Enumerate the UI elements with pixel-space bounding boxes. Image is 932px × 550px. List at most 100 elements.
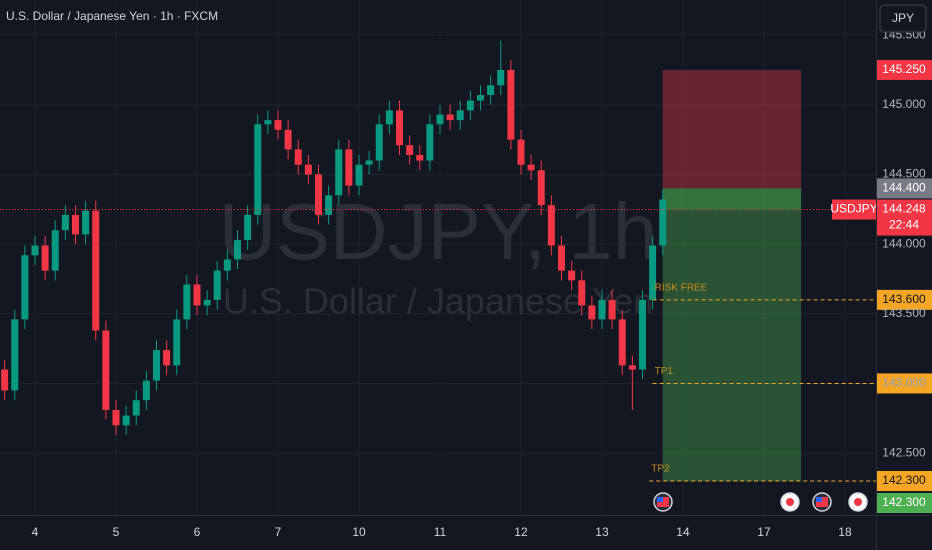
candle-body: [244, 214, 252, 240]
candle-body: [618, 319, 626, 366]
flag: [786, 498, 794, 506]
candle-body: [193, 284, 201, 306]
candle-body: [223, 259, 231, 271]
x-tick-label: 7: [275, 525, 282, 539]
candle-body: [183, 284, 191, 320]
candle-body: [659, 199, 667, 246]
candle-body: [557, 245, 565, 271]
candle-body: [142, 380, 150, 401]
candle-body: [233, 239, 241, 260]
entry-band: [662, 188, 802, 210]
flag: [854, 498, 862, 506]
candle-body: [527, 164, 535, 171]
price-badge-label: 145.250: [882, 62, 926, 76]
level-badge: [877, 471, 932, 492]
candle-body: [497, 69, 505, 86]
y-tick-label: 144.000: [882, 236, 926, 250]
candle-body: [598, 299, 606, 320]
candle-body: [537, 170, 545, 206]
level-badge: [877, 373, 932, 394]
candle-body: [466, 100, 474, 111]
x-tick-label: 11: [434, 525, 447, 539]
level-name: RISK FREE: [655, 282, 708, 293]
candle-body: [71, 214, 79, 235]
symbol-label: USDJPY: [830, 202, 877, 216]
level-label: 143.600: [882, 292, 926, 306]
candle-body: [11, 319, 19, 391]
candle-body: [294, 149, 302, 165]
candle-body: [284, 129, 292, 150]
candle-body: [426, 124, 434, 161]
y-tick-label: 142.500: [882, 445, 926, 459]
candle-body: [132, 400, 140, 416]
candle-body: [325, 195, 333, 215]
x-tick-label: 5: [113, 525, 120, 539]
candle-body: [345, 149, 353, 186]
countdown: 22:44: [889, 218, 919, 232]
target-zone: [662, 188, 802, 482]
candle-body: [517, 139, 525, 165]
candle-body: [41, 245, 49, 271]
candle-body: [608, 299, 616, 320]
candle-body: [547, 205, 555, 246]
price-badge-label: 142.300: [882, 495, 926, 509]
x-tick-label: 14: [676, 525, 690, 539]
candle-body: [446, 114, 454, 121]
candle-body: [568, 270, 576, 281]
price-badge: [877, 178, 932, 199]
candle-body: [406, 145, 414, 155]
level-badge: [877, 289, 932, 310]
flag: [816, 497, 822, 502]
last-price-badge: [877, 199, 932, 236]
level-label: 143.000: [882, 376, 926, 390]
candle-body: [395, 110, 403, 146]
last-price-label: 144.248: [882, 202, 926, 216]
candle-body: [254, 124, 262, 215]
watermark: USDJPY, 1h: [219, 187, 658, 276]
candle-body: [304, 164, 312, 175]
level-name: TP2: [651, 464, 670, 475]
y-tick-label: 144.500: [882, 167, 926, 181]
x-tick-label: 4: [32, 525, 39, 539]
candle-body: [61, 214, 69, 231]
overlay: RISK FREE 143.600 TP1 143.000 TP2 142.300 145.…: [0, 59, 932, 514]
candle-body: [578, 280, 586, 306]
y-tick-label: 143.000: [882, 376, 926, 390]
x-tick-label: 18: [838, 525, 852, 539]
candle-body: [628, 365, 636, 370]
currency-button[interactable]: [879, 4, 927, 33]
x-tick-label: 10: [352, 525, 366, 539]
candle-body: [112, 409, 120, 426]
candle-body: [416, 154, 424, 161]
candle-body: [163, 350, 171, 366]
currency-label[interactable]: JPY: [892, 11, 914, 25]
candle-body: [31, 245, 39, 256]
level-label: 142.300: [882, 473, 926, 487]
position-tool: [662, 69, 802, 482]
price-badge: [877, 59, 932, 80]
candle-body: [213, 270, 221, 300]
candle-body: [274, 120, 282, 130]
candle-body: [335, 149, 343, 196]
candle-body: [487, 85, 495, 96]
x-tick-label: 6: [194, 525, 201, 539]
candle-body: [365, 160, 373, 165]
stop-zone: [662, 69, 802, 189]
candle-body: [314, 174, 322, 215]
candle-body: [436, 114, 444, 125]
candle-body: [102, 330, 110, 410]
candle-body: [82, 210, 90, 235]
x-tick-label: 13: [595, 525, 609, 539]
candle-body: [122, 415, 130, 426]
flag: [657, 497, 663, 502]
candle-body: [1, 369, 9, 391]
candle-body: [638, 299, 646, 370]
candle-body: [173, 319, 181, 366]
chart-title: U.S. Dollar / Japanese Yen · 1h · FXCM: [6, 9, 218, 23]
candle-body: [588, 305, 596, 320]
candle-body: [152, 350, 160, 381]
level-name: TP1: [655, 366, 674, 377]
price-badge: [877, 493, 932, 514]
